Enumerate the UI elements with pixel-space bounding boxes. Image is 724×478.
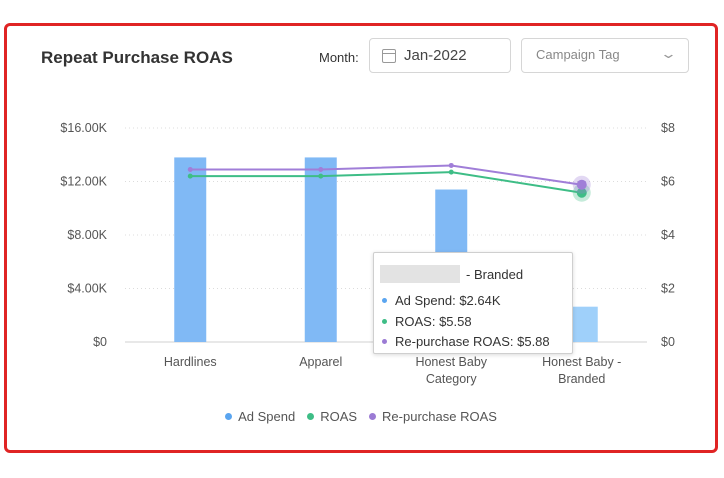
chart-title: Repeat Purchase ROAS <box>41 48 233 67</box>
point-highlight <box>576 179 587 190</box>
point <box>318 173 324 179</box>
legend-dot <box>225 413 233 420</box>
right-axis-tick-label: $8 <box>661 121 675 135</box>
tooltip-row-ad-spend: Ad Spend: $2.64K <box>382 293 501 308</box>
legend-dot <box>369 413 377 420</box>
left-axis-tick-label: $8.00K <box>67 228 107 242</box>
x-axis-category-label: Honest Baby <box>415 355 487 369</box>
point <box>187 173 193 179</box>
tooltip-row-label: ROAS: $5.58 <box>395 314 472 329</box>
chart-tooltip: - Branded Ad Spend: $2.64K ROAS: $5.58 R… <box>373 252 573 354</box>
legend-label: Re-purchase ROAS <box>382 409 497 424</box>
x-axis-category-label: Apparel <box>299 355 342 369</box>
right-axis-tick-label: $4 <box>661 228 675 242</box>
left-axis-tick-label: $16.00K <box>60 121 107 135</box>
month-picker[interactable]: Jan-2022 <box>369 38 511 73</box>
tooltip-row-repurchase-roas: Re-purchase ROAS: $5.88 <box>382 334 550 349</box>
tooltip-row-label: Ad Spend: $2.64K <box>395 293 501 308</box>
month-value: Jan-2022 <box>404 47 467 64</box>
point <box>448 169 454 175</box>
line-roas <box>190 171 582 194</box>
x-axis-category-label: Honest Baby - <box>542 355 621 369</box>
right-axis-tick-label: $2 <box>661 282 675 296</box>
legend-label: Ad Spend <box>238 409 296 424</box>
line-re-purchase-roas <box>190 164 582 186</box>
legend-label: ROAS <box>320 409 358 424</box>
point <box>318 166 324 172</box>
left-axis-tick-label: $12.00K <box>60 175 107 189</box>
x-axis-category-label: Branded <box>558 372 605 386</box>
point <box>187 166 193 172</box>
bar-ad-spend <box>174 157 207 342</box>
tooltip-bullet <box>382 339 387 344</box>
campaign-tag-placeholder: Campaign Tag <box>536 47 620 62</box>
bar-ad-spend <box>304 157 337 342</box>
legend-item-ad-spend[interactable]: Ad Spend <box>225 409 295 424</box>
tooltip-row-roas: ROAS: $5.58 <box>382 314 472 329</box>
legend-item-roas[interactable]: ROAS <box>307 409 357 424</box>
x-axis-category-label: Category <box>426 372 477 386</box>
right-axis-tick-label: $6 <box>661 175 675 189</box>
redacted-label <box>380 265 460 283</box>
point-highlight <box>576 187 587 198</box>
x-axis-category-label: Hardlines <box>164 355 217 369</box>
tooltip-bullet <box>382 319 387 324</box>
calendar-icon <box>382 49 396 63</box>
right-axis-tick-label: $0 <box>661 335 675 349</box>
month-label: Month: <box>319 50 359 65</box>
tooltip-bullet <box>382 298 387 303</box>
tooltip-header-suffix: - Branded <box>466 267 524 282</box>
combo-chart: $0 $4.00K $8.00K $12.00K $16.00K $0 $2 $4 $6 $8 Ha… <box>60 121 675 386</box>
left-axis-tick-label: $4.00K <box>67 282 107 296</box>
legend-dot <box>307 413 315 420</box>
campaign-tag-select[interactable]: Campaign Tag ⌄ <box>521 38 689 73</box>
legend-item-re-purchase-roas[interactable]: Re-purchase ROAS <box>369 409 497 424</box>
chevron-down-icon: ⌄ <box>659 46 678 61</box>
point <box>448 162 454 168</box>
tooltip-header: - Branded <box>380 265 523 283</box>
chart-card: Repeat Purchase ROAS Month: Jan-2022 Cam… <box>4 23 718 453</box>
left-axis-tick-label: $0 <box>93 335 107 349</box>
chart-legend: Ad Spend ROAS Re-purchase ROAS <box>7 409 715 424</box>
tooltip-row-label: Re-purchase ROAS: $5.88 <box>395 334 550 349</box>
